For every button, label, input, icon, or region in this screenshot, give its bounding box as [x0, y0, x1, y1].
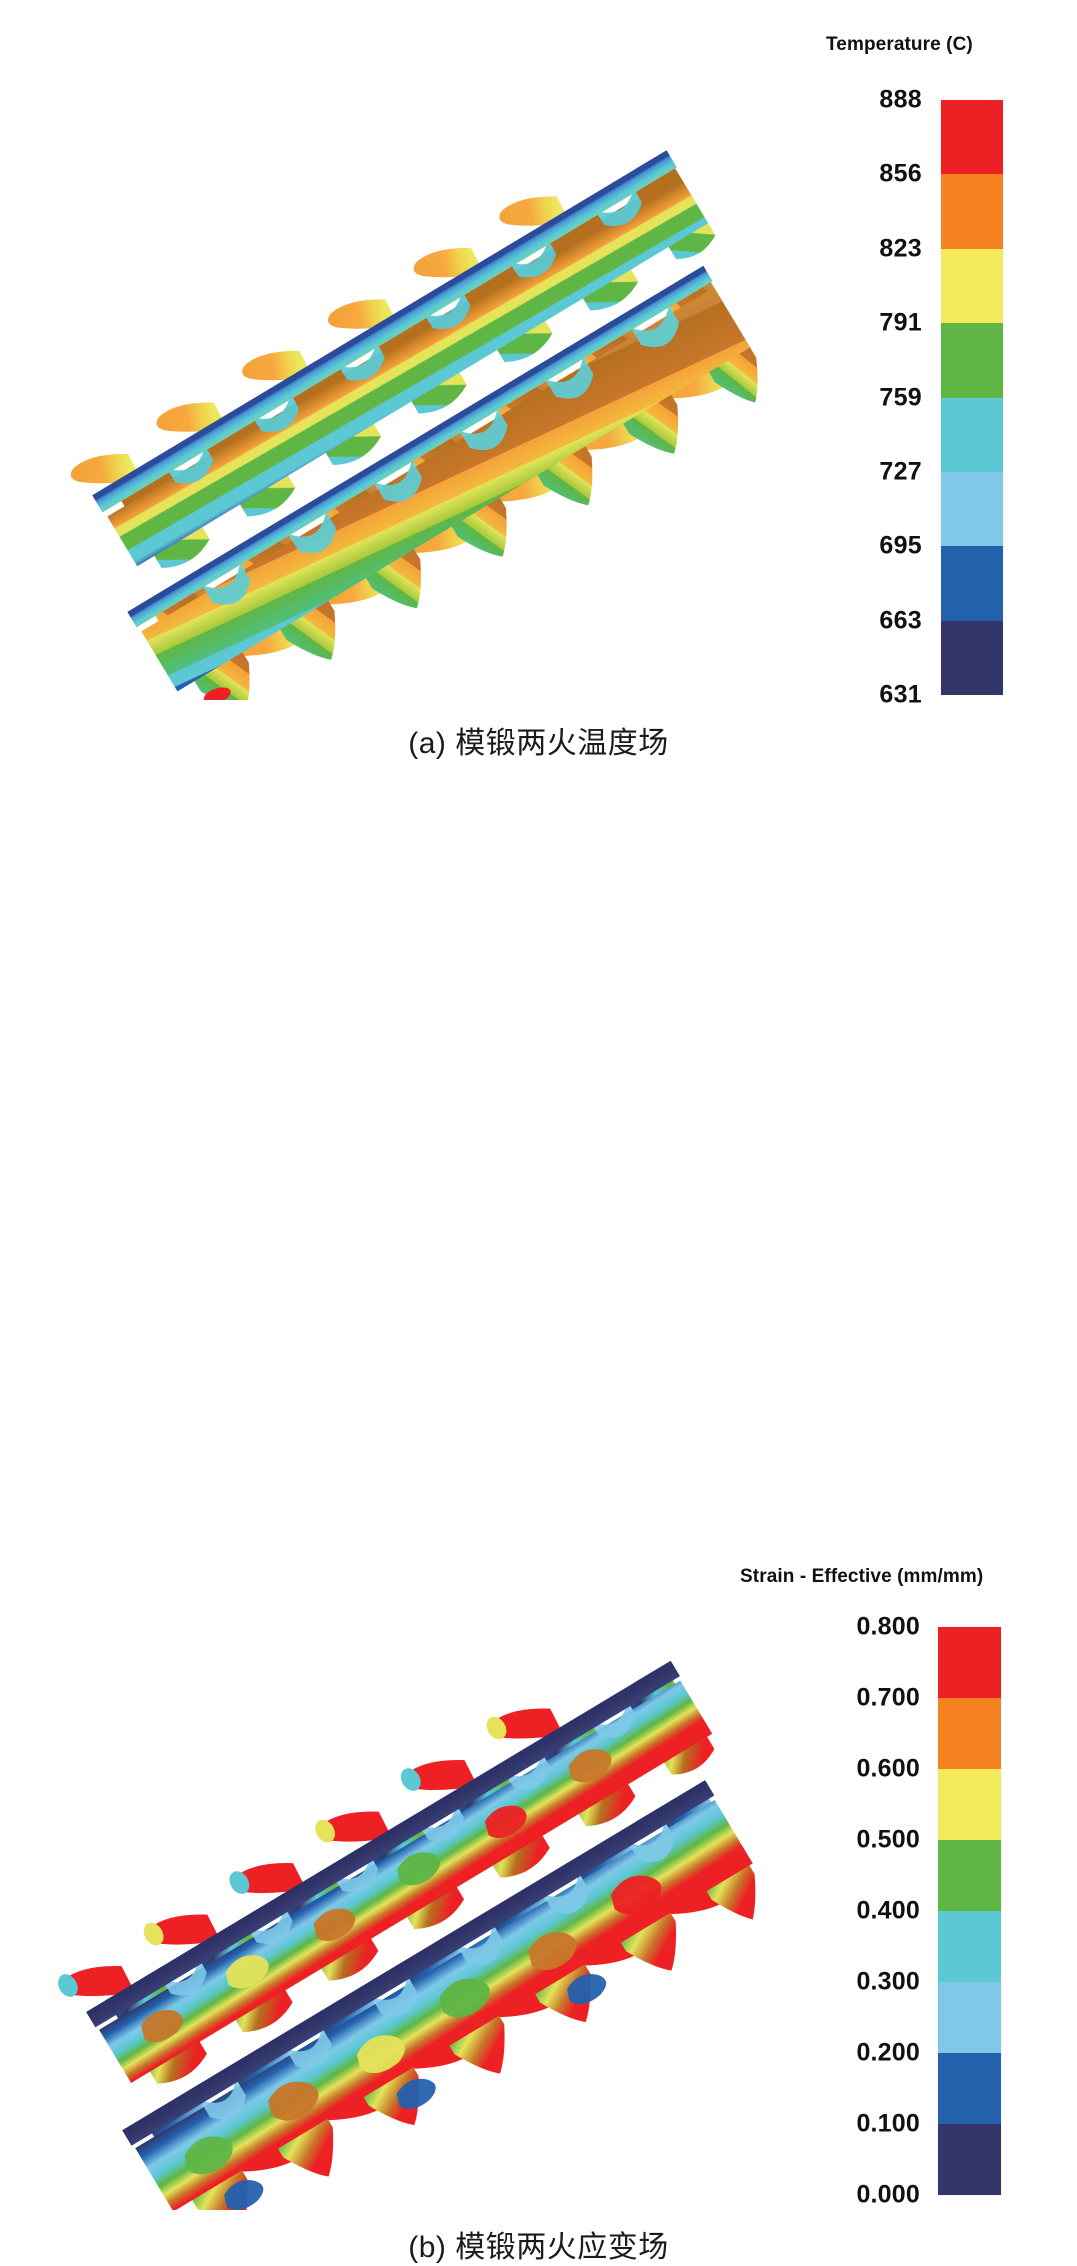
panel-strain-field: Strain - Effective (mm/mm) 0.800 0.700 0.6…: [0, 770, 1077, 2264]
colorbar-ticks-temperature: 888 856 823 791 759 727 695 663 631: [736, 86, 922, 709]
colorbar-band-a-0: [941, 100, 1003, 175]
colorbar-tick-a-4: 759: [879, 383, 922, 411]
colorbar-band-b-0: [938, 1627, 1001, 1698]
colorbar-tick-a-6: 695: [879, 531, 922, 560]
colorbar-band-b-3: [938, 1840, 1001, 1911]
colorbar-band-b-1: [938, 1698, 1001, 1769]
colorbar-band-a-3: [941, 323, 1003, 398]
colorbar-band-b-5: [938, 1982, 1001, 2053]
colorbar-title-temperature: Temperature (C): [826, 34, 973, 55]
colorbar-bar-temperature: [941, 100, 1003, 695]
colorbar-band-a-1: [941, 174, 1003, 249]
colorbar-band-a-2: [941, 248, 1003, 324]
panel-temperature-field: Temperature (C) 888 856 823 791 759 727 695 663…: [0, 0, 1077, 770]
forging-model-temperature: [40, 120, 840, 700]
colorbar-band-a-5: [941, 471, 1003, 547]
colorbar-tick-b-4: 0.400: [856, 1896, 920, 1925]
colorbar-tick-b-8: 0.000: [856, 2180, 920, 2209]
colorbar-band-b-6: [938, 2053, 1001, 2124]
colorbar-band-b-2: [938, 1769, 1001, 1840]
colorbar-band-b-4: [938, 1911, 1001, 1982]
colorbar-tick-b-3: 0.500: [856, 1825, 920, 1854]
colorbar-tick-a-5: 727: [879, 457, 922, 486]
colorbar-tick-a-7: 663: [879, 606, 922, 635]
colorbar-tick-a-3: 791: [879, 308, 922, 337]
panel-caption-a: (a) 模锻两火温度场: [408, 727, 669, 760]
colorbar-tick-a-1: 856: [879, 159, 922, 188]
colorbar-tick-b-5: 0.300: [856, 1967, 920, 1996]
colorbar-tick-b-7: 0.100: [856, 2109, 920, 2138]
colorbar-ticks-strain: 0.800 0.700 0.600 0.500 0.400 0.300 0.200 0.100…: [716, 1613, 920, 2209]
colorbar-tick-b-0: 0.800: [856, 1612, 920, 1641]
colorbar-tick-b-1: 0.700: [856, 1683, 920, 1712]
colorbar-band-a-7: [941, 620, 1003, 695]
colorbar-bar-strain: [938, 1627, 1001, 2195]
colorbar-band-b-7: [938, 2124, 1001, 2195]
colorbar-tick-a-0: 888: [879, 85, 922, 114]
colorbar-tick-b-2: 0.600: [856, 1754, 920, 1783]
colorbar-band-a-6: [941, 546, 1003, 621]
colorbar-band-a-4: [941, 397, 1003, 472]
colorbar-tick-a-8: 631: [879, 680, 922, 709]
colorbar-title-strain: Strain - Effective (mm/mm): [740, 1566, 984, 1587]
panel-caption-b: (b) 模锻两火应变场: [408, 2231, 669, 2264]
colorbar-tick-b-6: 0.200: [856, 2038, 920, 2067]
colorbar-tick-a-2: 823: [879, 234, 922, 263]
